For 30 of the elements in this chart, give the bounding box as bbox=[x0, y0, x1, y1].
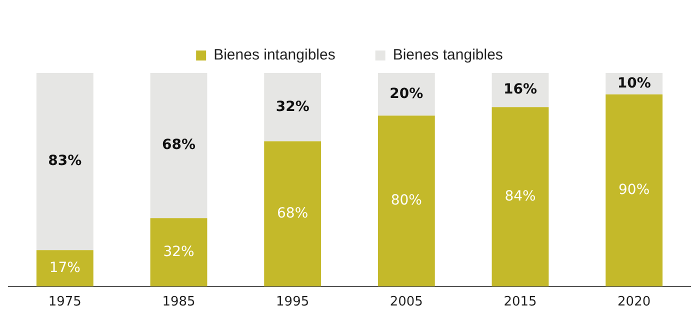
bar bbox=[378, 116, 435, 286]
data-label: 10% bbox=[617, 75, 651, 92]
data-label: 80% bbox=[390, 192, 422, 209]
x-tick-label: 1985 bbox=[162, 294, 196, 310]
bar bbox=[492, 107, 549, 286]
data-label: 68% bbox=[162, 137, 196, 154]
x-tick-label: 1995 bbox=[276, 294, 310, 310]
bar bbox=[606, 94, 663, 286]
bar bbox=[36, 250, 94, 286]
bar bbox=[36, 73, 94, 250]
data-label: 20% bbox=[390, 86, 424, 102]
data-label: 32% bbox=[163, 244, 194, 260]
legend-label: Bienes intangibles bbox=[214, 46, 336, 64]
data-label: 68% bbox=[277, 205, 308, 222]
bar bbox=[378, 73, 435, 116]
data-label: 17% bbox=[49, 260, 80, 276]
data-label: 90% bbox=[618, 182, 650, 198]
legend-label: Bienes tangibles bbox=[392, 46, 503, 64]
data-label: 84% bbox=[504, 188, 536, 204]
x-tick-label: 2005 bbox=[390, 294, 423, 310]
x-tick-label: 2015 bbox=[504, 294, 537, 310]
bar bbox=[264, 73, 322, 142]
x-tick-label: 2020 bbox=[618, 294, 651, 310]
bar bbox=[150, 218, 208, 286]
data-label: 16% bbox=[503, 82, 538, 98]
bar bbox=[264, 141, 322, 286]
bar bbox=[150, 73, 208, 218]
x-tick-label: 1975 bbox=[48, 294, 82, 310]
data-label: 83% bbox=[48, 153, 82, 170]
data-label: 32% bbox=[276, 98, 310, 115]
